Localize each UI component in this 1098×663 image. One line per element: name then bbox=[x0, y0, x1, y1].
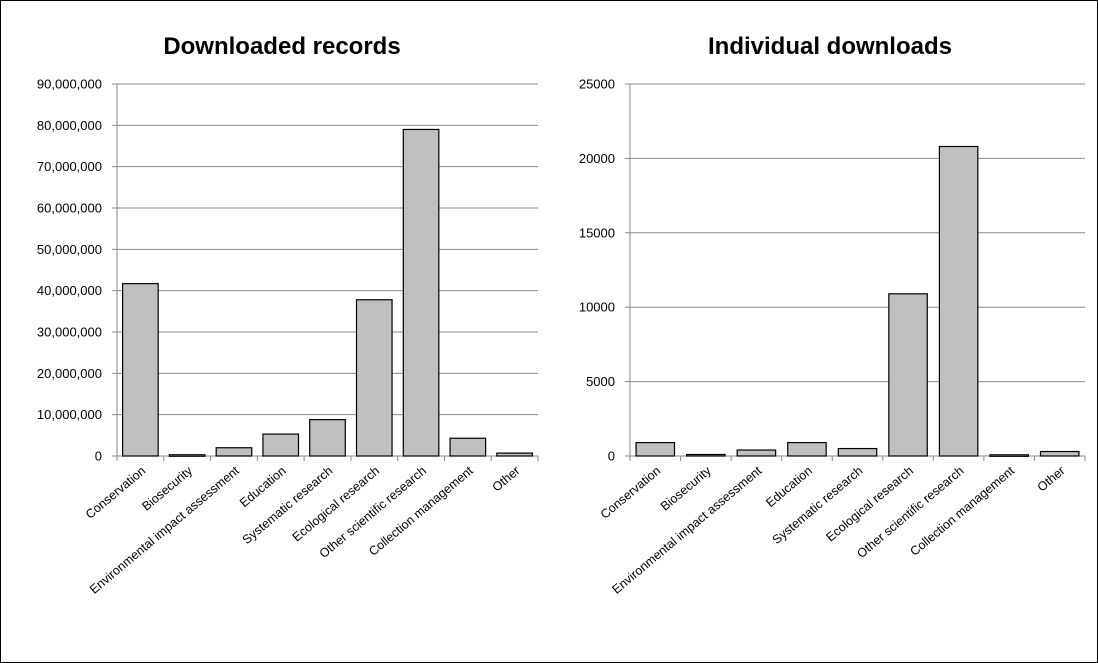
x-category-label: Ecological research bbox=[823, 464, 916, 545]
bar-collection-management bbox=[449, 437, 487, 457]
y-tick-label: 40,000,000 bbox=[37, 283, 102, 298]
bar-other bbox=[1039, 450, 1080, 457]
y-tick-label: 10000 bbox=[579, 300, 615, 315]
x-category-label: Conservation bbox=[598, 464, 663, 522]
bar-other-scientific-research bbox=[938, 145, 979, 457]
y-tick-label: 60,000,000 bbox=[37, 201, 102, 216]
bar-environmental-impact-assessment bbox=[736, 449, 777, 457]
chart-downloaded-records: Downloaded records 0 10,000,000 20,000,000… bbox=[37, 33, 539, 597]
y-tick-label: 10,000,000 bbox=[37, 407, 102, 422]
bar-environmental-impact-assessment bbox=[215, 447, 253, 457]
x-category-label: Education bbox=[763, 464, 815, 510]
bar-collection-management bbox=[989, 454, 1029, 457]
bar-biosecurity bbox=[686, 453, 726, 457]
bar-other bbox=[496, 452, 533, 457]
y-tick-label: 20,000,000 bbox=[37, 366, 102, 381]
y-tick-label: 5000 bbox=[586, 374, 615, 389]
y-tick-label: 30,000,000 bbox=[37, 325, 102, 340]
chart-title: Individual downloads bbox=[708, 33, 952, 60]
x-category-label: Systematic research bbox=[240, 464, 336, 548]
bar-other-scientific-research bbox=[402, 128, 440, 457]
bar-education bbox=[262, 433, 300, 457]
x-category-label: Conservation bbox=[83, 464, 148, 522]
bar-education bbox=[787, 442, 827, 457]
x-category-label: Ecological research bbox=[290, 464, 383, 545]
bar-ecological-research bbox=[355, 299, 393, 457]
y-tick-label: 25000 bbox=[579, 77, 615, 92]
chart-individual-downloads: Individual downloads 0 5000 10000 15000 2000… bbox=[579, 33, 1086, 597]
y-tick-label: 80,000,000 bbox=[37, 118, 102, 133]
bar-systematic-research bbox=[309, 419, 346, 457]
bar-conservation bbox=[635, 442, 676, 457]
y-tick-label: 15000 bbox=[579, 225, 615, 240]
x-category-label: Other bbox=[1035, 464, 1068, 495]
y-tick-label: 70,000,000 bbox=[37, 159, 102, 174]
x-category-label: Other bbox=[490, 464, 523, 495]
x-category-label: Systematic research bbox=[770, 464, 866, 548]
y-tick-label: 20000 bbox=[579, 151, 615, 166]
bar-systematic-research bbox=[837, 447, 878, 457]
chart-title: Downloaded records bbox=[163, 33, 400, 60]
bar-ecological-research bbox=[888, 293, 928, 457]
y-tick-label: 90,000,000 bbox=[37, 77, 102, 92]
bar-biosecurity bbox=[168, 454, 206, 457]
y-tick-label: 0 bbox=[608, 449, 615, 464]
bar-conservation bbox=[122, 283, 159, 457]
y-tick-label: 0 bbox=[95, 449, 102, 464]
y-tick-label: 50,000,000 bbox=[37, 242, 102, 257]
